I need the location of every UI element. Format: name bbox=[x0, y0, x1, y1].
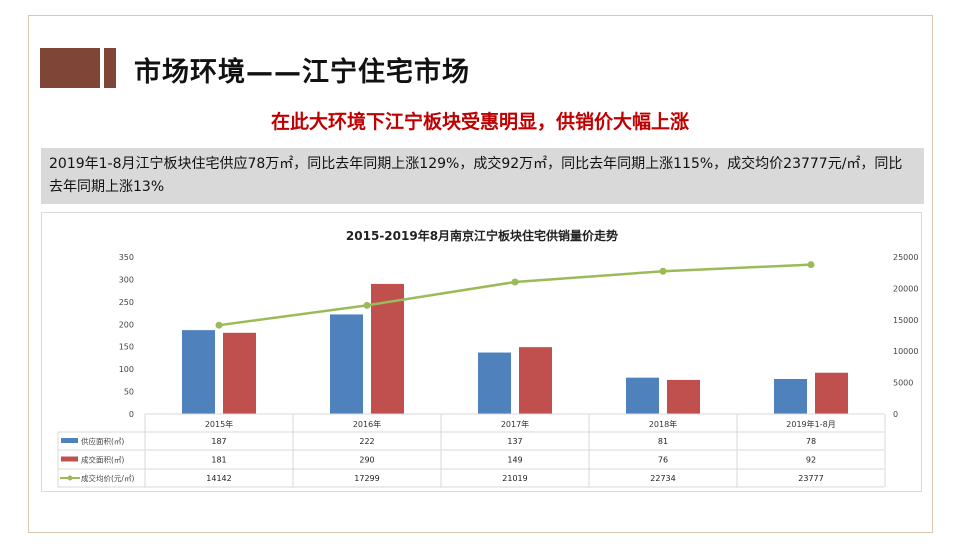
price-point bbox=[807, 261, 815, 269]
category-label: 2016年 bbox=[353, 419, 381, 429]
table-cell: 137 bbox=[507, 437, 522, 446]
bar-supply bbox=[478, 352, 511, 414]
title-decoration-bar bbox=[104, 48, 116, 88]
legend-key-marker bbox=[67, 475, 73, 481]
bar-deal bbox=[815, 372, 848, 414]
category-label: 2015年 bbox=[205, 419, 233, 429]
table-cell: 76 bbox=[658, 456, 668, 465]
table-cell: 187 bbox=[211, 437, 226, 446]
table-cell: 78 bbox=[806, 437, 816, 446]
table-cell: 14142 bbox=[206, 474, 231, 483]
y-left-tick-label: 150 bbox=[119, 343, 134, 352]
bar-supply bbox=[626, 377, 659, 414]
y-left-tick-label: 350 bbox=[119, 253, 134, 262]
title-decoration bbox=[40, 48, 100, 88]
legend-label: 成交面积(㎡) bbox=[81, 455, 124, 465]
y-left-tick-label: 0 bbox=[129, 410, 134, 419]
chart-title: 2015-2019年8月南京江宁板块住宅供销量价走势 bbox=[346, 228, 618, 243]
chart-container bbox=[41, 212, 922, 492]
legend-key bbox=[61, 456, 78, 462]
price-point bbox=[511, 278, 519, 286]
price-point bbox=[363, 301, 371, 309]
y-right-tick-label: 10000 bbox=[893, 347, 918, 356]
bar-supply bbox=[330, 314, 363, 414]
legend-label: 供应面积(㎡) bbox=[81, 436, 124, 446]
y-right-tick-label: 20000 bbox=[893, 284, 918, 293]
price-line bbox=[218, 263, 812, 327]
page-title: 市场环境——江宁住宅市场 bbox=[134, 57, 470, 88]
y-right-tick-label: 0 bbox=[893, 410, 898, 419]
bar-supply bbox=[774, 379, 807, 414]
category-label: 2017年 bbox=[501, 419, 529, 429]
table-cell: 23777 bbox=[798, 474, 823, 483]
table-cell: 222 bbox=[359, 437, 374, 446]
legend-key bbox=[61, 438, 78, 443]
table-cell: 21019 bbox=[502, 474, 527, 483]
slide-frame bbox=[28, 15, 933, 533]
bar-supply bbox=[182, 330, 215, 414]
table-cell: 92 bbox=[806, 456, 816, 465]
y-left-tick-label: 50 bbox=[124, 388, 134, 397]
y-right-tick-label: 5000 bbox=[893, 379, 913, 388]
bar-deal bbox=[223, 332, 256, 414]
y-right-tick-label: 15000 bbox=[893, 316, 918, 325]
table-cell: 81 bbox=[658, 437, 668, 446]
table-cell: 17299 bbox=[354, 474, 379, 483]
bar-deal bbox=[667, 379, 700, 414]
table-cell: 22734 bbox=[650, 474, 675, 483]
table-cell: 290 bbox=[359, 456, 374, 465]
y-left-tick-label: 250 bbox=[119, 298, 134, 307]
category-label: 2018年 bbox=[649, 419, 677, 429]
price-point bbox=[659, 267, 667, 275]
table-cell: 181 bbox=[211, 456, 226, 465]
headline: 在此大环境下江宁板块受惠明显，供销价大幅上涨 bbox=[270, 111, 689, 133]
table-cell: 149 bbox=[507, 456, 522, 465]
bar-deal bbox=[371, 283, 404, 414]
y-right-tick-label: 25000 bbox=[893, 253, 918, 262]
y-left-tick-label: 100 bbox=[119, 365, 134, 374]
summary-text: 2019年1-8月江宁板块住宅供应78万㎡，同比去年同期上涨129%，成交92万… bbox=[41, 148, 924, 204]
price-point bbox=[215, 321, 223, 329]
y-left-tick-label: 300 bbox=[119, 275, 134, 284]
legend-label: 成交均价(元/㎡) bbox=[81, 473, 134, 483]
y-left-tick-label: 200 bbox=[119, 320, 134, 329]
category-label: 2019年1-8月 bbox=[786, 419, 835, 429]
bar-deal bbox=[519, 347, 552, 414]
